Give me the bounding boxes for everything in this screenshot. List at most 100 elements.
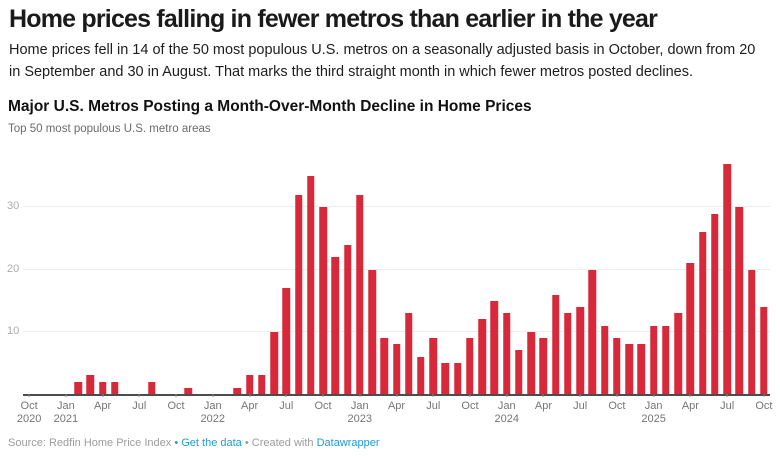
bar-jul-2025[interactable] [723, 163, 731, 394]
chart-title: Major U.S. Metros Posting a Month-Over-M… [8, 98, 532, 115]
bar-aug-2024[interactable] [588, 269, 597, 394]
x-axis-tick-label-apr: Apr [240, 400, 259, 412]
separator-dot: • [244, 437, 249, 449]
x-axis-tickmark [432, 394, 434, 397]
gridline-30 [23, 206, 770, 208]
bar-feb-2023[interactable] [368, 269, 376, 394]
bar-mar-2022[interactable] [233, 387, 242, 394]
x-axis-tick-label-oct: Oct [755, 400, 773, 412]
x-axis-tick-label-jul: Jul [426, 400, 441, 412]
bar-apr-2025[interactable] [686, 263, 695, 394]
gridline-20 [23, 268, 770, 270]
created-with-text: Created with [251, 437, 314, 449]
bar-jul-2022[interactable] [282, 288, 291, 394]
x-axis-tickmark [102, 394, 104, 397]
x-axis-tick-label-jul: Jul [573, 400, 588, 412]
page-title: Home prices falling in fewer metros than… [9, 5, 658, 33]
bar-jul-2024[interactable] [576, 306, 584, 394]
x-axis-tick-label-jul: Jul [132, 400, 147, 412]
bar-mar-2023[interactable] [380, 338, 388, 394]
x-axis-tick-label-apr: Apr [534, 400, 552, 412]
bar-feb-2021[interactable] [74, 381, 82, 394]
bar-jan-2024[interactable] [502, 313, 511, 394]
bar-nov-2023[interactable] [478, 319, 486, 394]
x-axis-tickmark [65, 394, 67, 397]
x-axis-tick-label-jul: Jul [279, 400, 294, 412]
x-axis-tickmark [542, 394, 544, 397]
bar-oct-2022[interactable] [319, 207, 327, 394]
bar-jun-2025[interactable] [711, 213, 719, 394]
bar-mar-2024[interactable] [527, 331, 535, 394]
y-axis-label-20: 20 [7, 262, 20, 275]
source-text: Source: Redfin Home Price Index [8, 437, 172, 449]
bar-aug-2023[interactable] [441, 362, 450, 394]
bar-jun-2024[interactable] [564, 313, 572, 394]
x-axis-tickmark [175, 394, 177, 397]
x-axis-tick-label-apr: Apr [681, 400, 699, 412]
bar-oct-2025[interactable] [760, 306, 768, 394]
x-axis-tickmark [579, 394, 581, 397]
bar-nov-2022[interactable] [331, 257, 340, 394]
bar-aug-2025[interactable] [735, 207, 744, 394]
bar-sep-2024[interactable] [600, 325, 609, 394]
bar-sep-2025[interactable] [747, 269, 756, 394]
bar-dec-2024[interactable] [637, 344, 646, 394]
bar-mar-2021[interactable] [86, 375, 95, 394]
bar-may-2025[interactable] [698, 232, 707, 394]
x-axis-tick-label-jul: Jul [720, 400, 735, 412]
bar-jun-2023[interactable] [417, 356, 425, 394]
chart-footer: Source: Redfin Home Price Index • Get th… [8, 437, 380, 449]
y-axis-label-30: 30 [7, 200, 20, 213]
bar-apr-2022[interactable] [245, 375, 254, 394]
bar-apr-2021[interactable] [98, 381, 107, 394]
x-axis-tick-label-jan-2023: Jan 2023 [347, 400, 372, 425]
bar-jan-2023[interactable] [356, 195, 364, 394]
x-axis-tick-label-oct: Oct [608, 400, 626, 412]
x-axis-tickmark [763, 394, 765, 397]
bar-apr-2024[interactable] [539, 338, 548, 394]
bar-may-2022[interactable] [258, 375, 266, 394]
bar-oct-2023[interactable] [466, 338, 474, 394]
bar-may-2023[interactable] [404, 313, 413, 394]
gridline-10 [23, 330, 770, 332]
bar-chart-plot-area: 10 20 30 Oct 2020 Jan 2021 Apr Jul Oct Jan 2022 Apr J… [7, 154, 772, 425]
x-axis-tickmark [396, 394, 397, 397]
bar-sep-2022[interactable] [307, 176, 315, 394]
bar-nov-2021[interactable] [184, 387, 193, 394]
bar-feb-2024[interactable] [515, 350, 523, 394]
bar-may-2024[interactable] [551, 294, 560, 394]
x-axis-tickmark [285, 394, 287, 397]
datawrapper-link[interactable]: Datawrapper [316, 437, 380, 449]
bar-feb-2025[interactable] [662, 325, 670, 394]
bar-dec-2023[interactable] [490, 300, 499, 394]
bar-oct-2024[interactable] [613, 338, 621, 394]
bar-jun-2022[interactable] [270, 331, 278, 394]
x-axis-tickmark [138, 394, 140, 397]
x-axis-tick-label-oct: Oct [167, 400, 185, 412]
bar-jan-2025[interactable] [649, 325, 658, 394]
x-axis-tickmark [359, 394, 361, 397]
bar-aug-2022[interactable] [294, 195, 303, 394]
bar-sep-2023[interactable] [453, 362, 462, 394]
bar-dec-2022[interactable] [343, 244, 352, 394]
separator-dot: • [174, 437, 179, 449]
bar-aug-2021[interactable] [147, 381, 156, 394]
page-description: Home prices fell in 14 of the 50 most po… [9, 42, 756, 80]
x-axis-tickmark [726, 394, 728, 397]
bar-apr-2023[interactable] [392, 344, 401, 394]
x-axis-tick-label-jan-2022: Jan 2022 [200, 400, 226, 425]
x-axis-tickmark [469, 394, 471, 397]
x-axis-tick-label-oct-2020: Oct 2020 [16, 400, 42, 425]
bar-jul-2023[interactable] [429, 338, 437, 394]
x-axis-tick-label-oct: Oct [314, 400, 332, 412]
x-axis-tickmark [322, 394, 324, 397]
get-the-data-link[interactable]: Get the data [181, 437, 242, 449]
x-axis-tick-label-apr: Apr [387, 400, 406, 412]
bar-mar-2025[interactable] [674, 313, 682, 394]
bar-may-2021[interactable] [111, 381, 119, 394]
x-axis-tickmark [506, 394, 508, 397]
x-axis-tickmark [689, 394, 691, 397]
x-axis-tick-label-apr: Apr [94, 400, 112, 412]
bar-nov-2024[interactable] [625, 344, 633, 394]
x-axis-tick-label-oct: Oct [461, 400, 479, 412]
